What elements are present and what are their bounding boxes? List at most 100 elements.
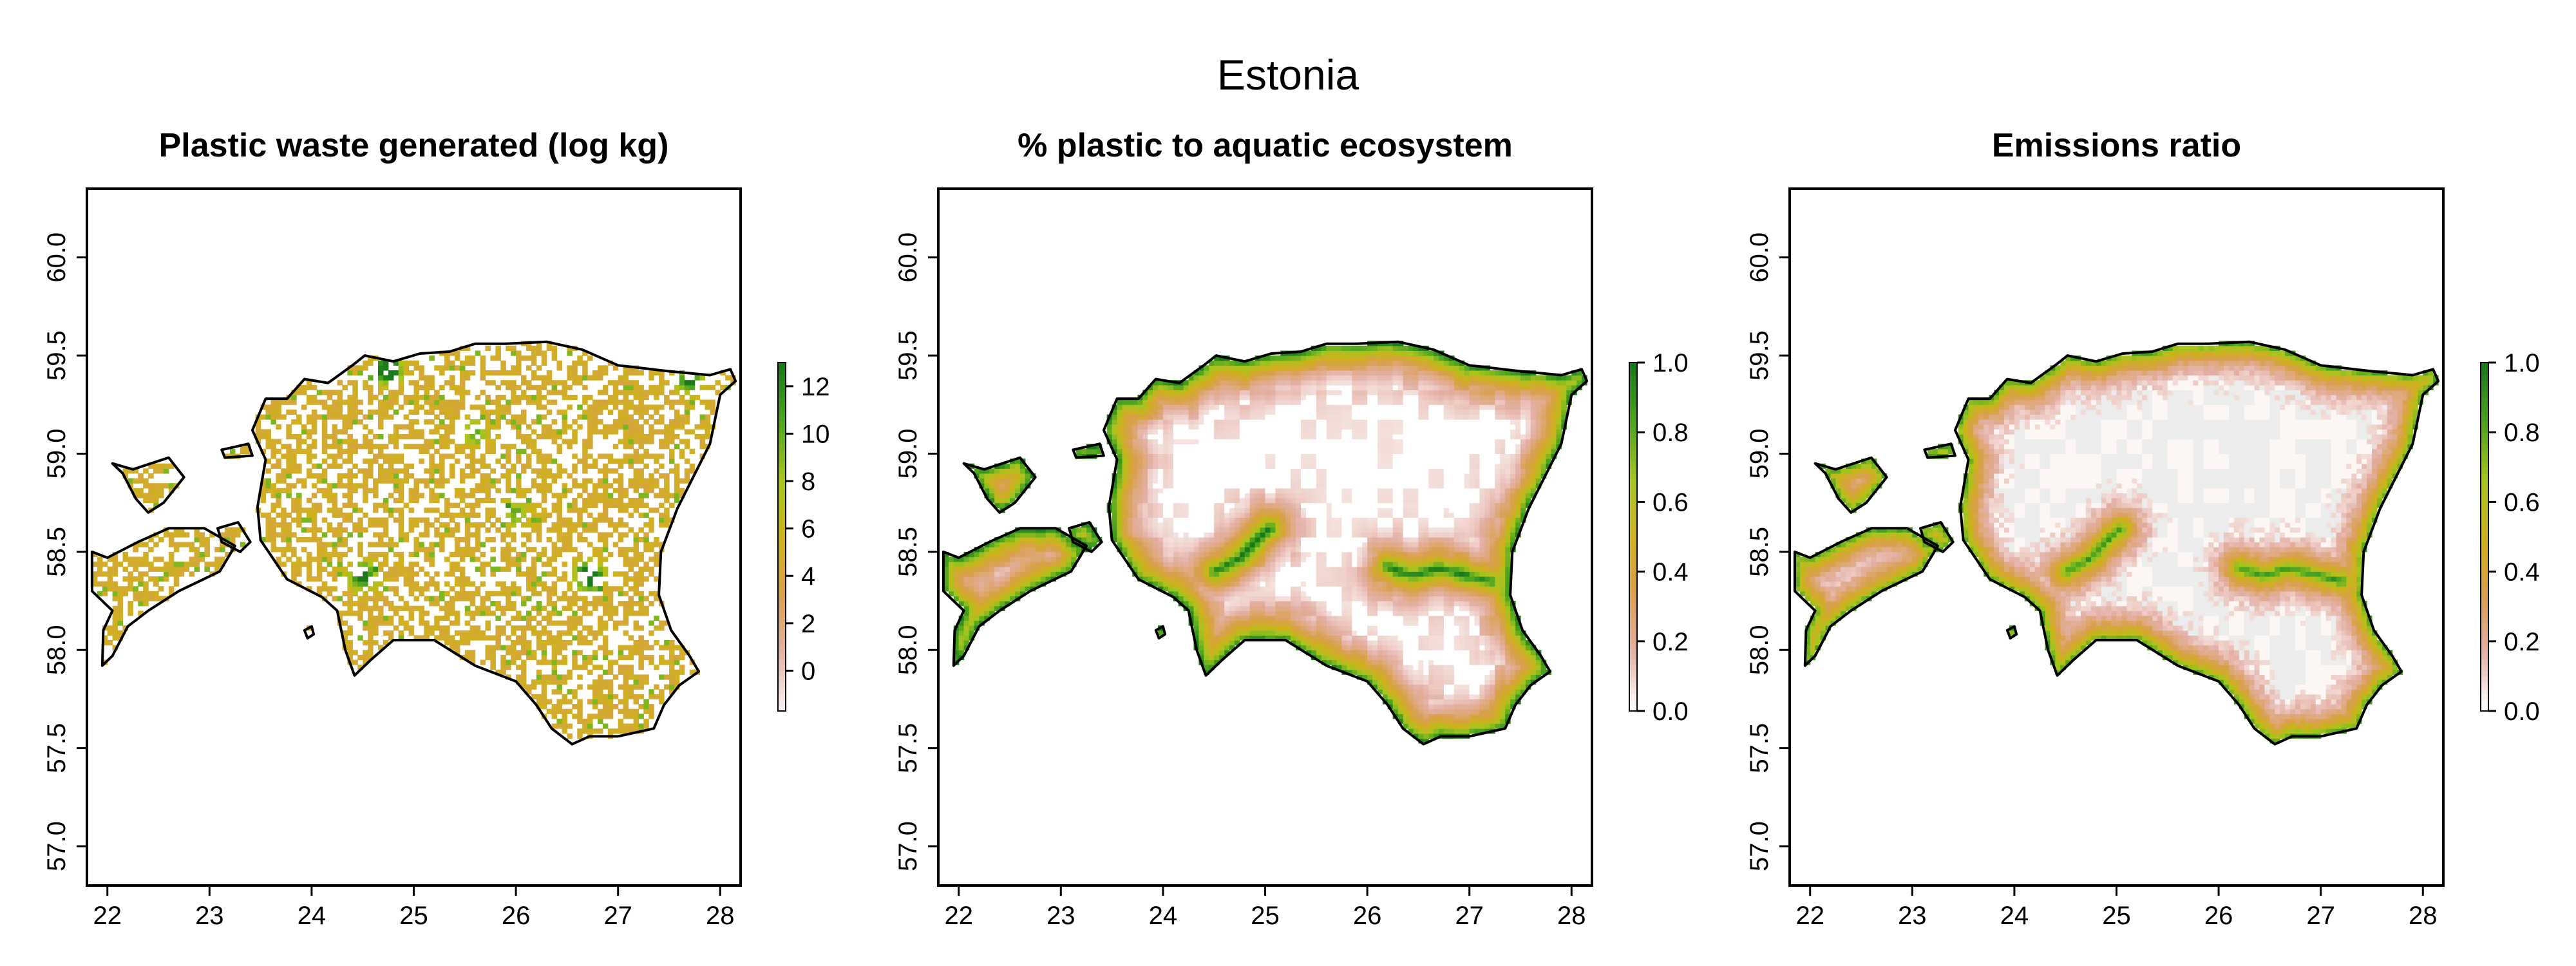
raster-cell (464, 551, 471, 558)
raster-cell (633, 439, 639, 444)
raster-cell (1071, 547, 1077, 553)
raster-cell (536, 468, 542, 474)
raster-cell (1168, 571, 1174, 577)
raster-cell (592, 728, 598, 734)
raster-cell (943, 556, 949, 562)
raster-cell (633, 581, 639, 587)
raster-cell (413, 586, 419, 592)
raster-cell (378, 390, 384, 395)
raster-cell (337, 395, 343, 401)
raster-cell (398, 551, 404, 558)
raster-cell (531, 375, 537, 381)
raster-cell (1239, 384, 1245, 390)
raster-cell (1204, 654, 1209, 661)
raster-cell (592, 424, 598, 430)
raster-cell (459, 493, 466, 498)
raster-cell (1198, 650, 1204, 656)
raster-cell (1117, 444, 1122, 450)
raster-cell (994, 596, 1000, 601)
raster-cell (506, 419, 511, 425)
raster-cell (556, 723, 562, 729)
raster-cell (1122, 473, 1128, 479)
raster-cell (989, 478, 995, 484)
raster-cell (291, 566, 297, 572)
raster-cell (408, 581, 415, 587)
raster-cell (572, 483, 578, 489)
raster-cell (439, 384, 445, 390)
raster-cell (1183, 507, 1189, 513)
raster-cell (1239, 605, 1245, 611)
raster-cell (1188, 448, 1195, 454)
raster-cell (969, 620, 975, 626)
raster-cell (633, 571, 639, 577)
raster-cell (1010, 586, 1016, 592)
raster-cell (495, 370, 501, 376)
raster-cell (1219, 522, 1225, 528)
raster-cell (464, 576, 471, 582)
raster-cell (684, 390, 690, 395)
raster-cell (490, 355, 496, 361)
raster-cell (1122, 542, 1128, 547)
raster-cell (332, 596, 338, 601)
raster-cell (689, 404, 696, 410)
raster-cell (240, 542, 246, 547)
raster-cell (1219, 424, 1225, 430)
raster-cell (444, 399, 450, 405)
raster-cell (623, 424, 629, 430)
raster-cell (1234, 611, 1240, 616)
raster-cell (429, 439, 435, 444)
raster-cell (1178, 527, 1184, 533)
raster-cell (378, 409, 384, 415)
raster-cell (1148, 566, 1153, 572)
raster-cell (291, 562, 297, 567)
raster-cell (1132, 409, 1138, 415)
raster-cell (1204, 390, 1209, 395)
raster-cell (434, 498, 440, 504)
raster-cell (1224, 419, 1230, 425)
raster-cell (659, 493, 665, 498)
raster-cell (1204, 581, 1209, 587)
raster-cell (943, 581, 949, 587)
raster-cell (1173, 409, 1179, 415)
raster-cell (587, 512, 593, 518)
raster-cell (398, 380, 404, 386)
raster-cell (1112, 483, 1118, 489)
raster-cell (1162, 434, 1169, 440)
raster-cell (531, 576, 537, 582)
raster-cell (1168, 522, 1174, 528)
raster-cell (444, 625, 450, 631)
raster-cell (598, 453, 603, 459)
raster-cell (393, 551, 399, 558)
raster-cell (454, 542, 460, 547)
raster-cell (1173, 562, 1179, 567)
raster-cell (363, 605, 368, 611)
raster-cell (1229, 384, 1235, 390)
raster-cell (347, 605, 353, 611)
raster-cell (526, 620, 532, 626)
raster-cell (531, 419, 537, 425)
raster-cell (444, 532, 450, 538)
raster-cell (398, 620, 404, 626)
raster-cell (1091, 532, 1097, 538)
raster-cell (1219, 601, 1225, 607)
raster-cell (684, 419, 690, 425)
raster-cell (659, 620, 665, 626)
raster-cell (1214, 542, 1220, 547)
raster-cell (393, 605, 399, 611)
raster-cell (368, 615, 374, 621)
raster-cell (363, 488, 368, 493)
raster-cell (378, 591, 384, 596)
raster-cell (516, 365, 522, 371)
raster-cell (276, 512, 281, 518)
raster-cell (582, 562, 588, 567)
raster-cell (1019, 532, 1026, 538)
raster-cell (373, 542, 379, 547)
raster-cell (643, 502, 649, 508)
raster-cell (1214, 419, 1220, 425)
raster-cell (511, 605, 516, 611)
raster-cell (546, 512, 553, 518)
raster-cell (536, 434, 542, 440)
raster-cell (1142, 424, 1148, 430)
raster-cell (311, 537, 317, 543)
raster-cell (623, 522, 629, 528)
